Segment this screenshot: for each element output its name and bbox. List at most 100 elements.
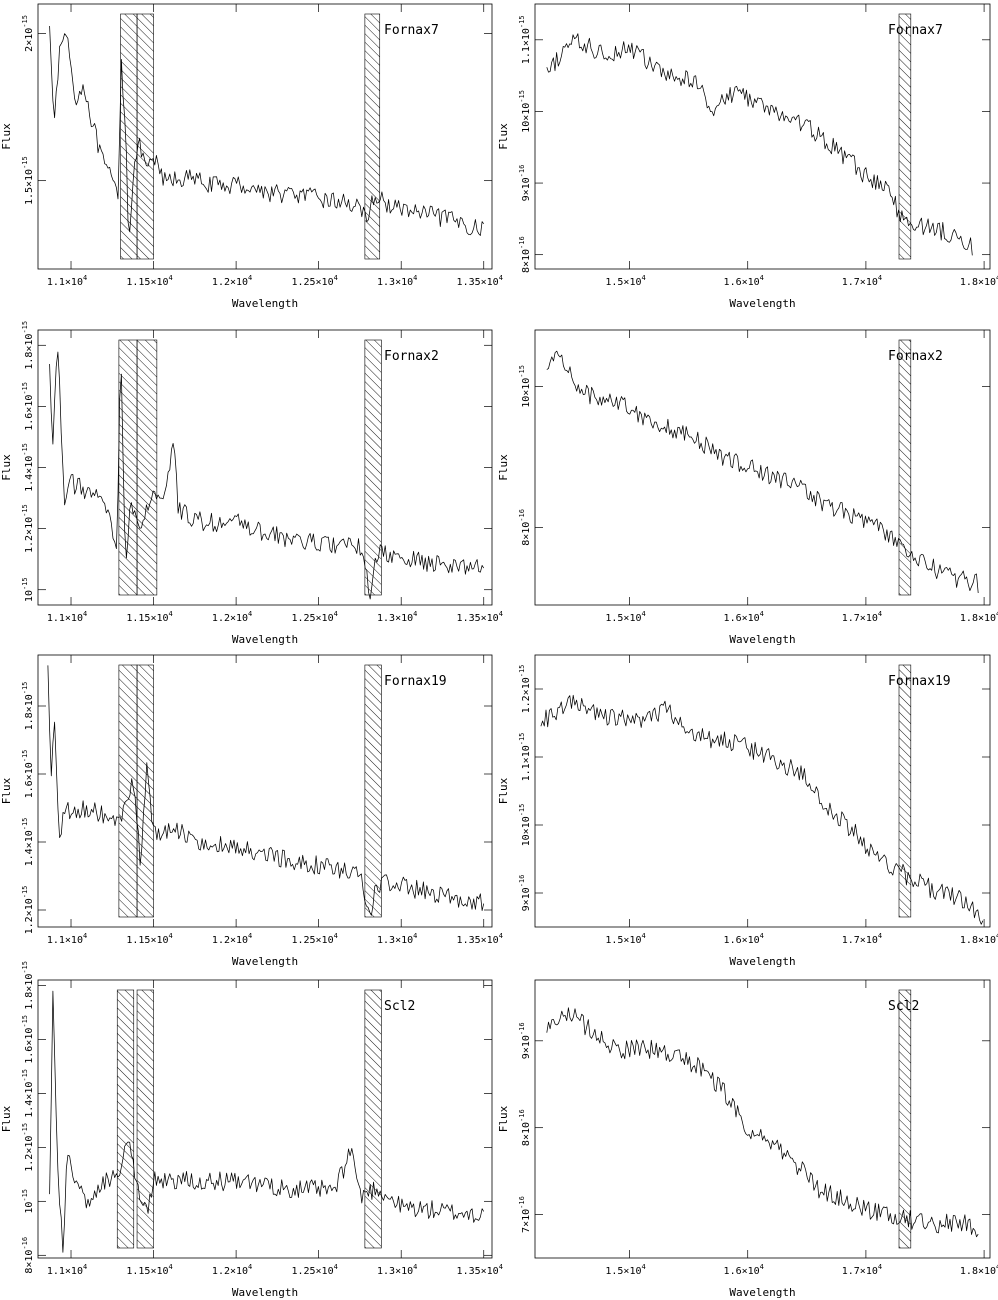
y-tick-label: 8×10-16 <box>518 236 532 273</box>
y-tick-label: 2×10-15 <box>21 15 35 52</box>
y-tick-label: 10×10-15 <box>518 90 532 133</box>
x-tick-label: 1.5×104 <box>605 610 645 624</box>
y-tick-label: 10×10-15 <box>518 804 532 847</box>
x-tick-label: 1.1×104 <box>47 610 87 624</box>
y-tick-label: 8×10-16 <box>518 509 532 546</box>
x-tick-label: 1.35×104 <box>457 610 503 624</box>
spectrum-line <box>49 990 485 1253</box>
x-tick-label: 1.1×104 <box>47 1263 87 1277</box>
x-tick-label: 1.8×104 <box>960 932 998 946</box>
x-axis-label: Wavelength <box>232 633 298 646</box>
y-tick-label: 1.8×10-15 <box>21 321 35 370</box>
x-axis-label: Wavelength <box>232 955 298 968</box>
x-tick-label: 1.6×104 <box>724 932 764 946</box>
x-tick-label: 1.35×104 <box>457 1263 503 1277</box>
panel-4: 1.1×104 1.15×104 1.2×104 1.25×104 1.3×104 1.3… <box>0 654 503 968</box>
telluric-band <box>120 13 138 260</box>
object-label: Scl2 <box>384 999 415 1014</box>
plot-frame <box>37 3 493 270</box>
object-label: Fornax19 <box>888 674 951 689</box>
x-tick-label: 1.3×104 <box>377 932 417 946</box>
telluric-band <box>118 664 138 918</box>
plot-frame <box>37 654 493 928</box>
x-tick-label: 1.5×104 <box>605 274 645 288</box>
telluric-band <box>116 989 135 1249</box>
telluric-band <box>136 13 154 260</box>
spectrum-line <box>49 25 485 236</box>
x-tick-label: 1.35×104 <box>457 274 503 288</box>
object-label: Fornax2 <box>888 349 943 364</box>
x-tick-label: 1.8×104 <box>960 274 998 288</box>
x-tick-label: 1.25×104 <box>291 274 337 288</box>
x-tick-label: 1.8×104 <box>960 1263 998 1277</box>
y-tick-label: 1.1×10-15 <box>518 15 532 64</box>
x-axis-label: Wavelength <box>729 633 795 646</box>
x-tick-label: 1.7×104 <box>842 1263 882 1277</box>
x-tick-label: 1.8×104 <box>960 610 998 624</box>
panel-1: 1.5×104 1.6×104 1.7×104 1.8×104 Wavelength 8×… <box>497 3 998 310</box>
x-tick-label: 1.25×104 <box>291 932 337 946</box>
telluric-band <box>364 989 382 1249</box>
y-tick-label: 1.4×10-15 <box>21 443 35 492</box>
x-tick-label: 1.25×104 <box>291 1263 337 1277</box>
x-axis-label: Wavelength <box>729 955 795 968</box>
panel-3: 1.5×104 1.6×104 1.7×104 1.8×104 Wavelength 8×… <box>497 329 998 646</box>
panel-2: 1.1×104 1.15×104 1.2×104 1.25×104 1.3×104 1.3… <box>0 321 503 646</box>
x-tick-label: 1.1×104 <box>47 274 87 288</box>
y-tick-label: 7×10-16 <box>518 1196 532 1233</box>
object-label: Scl2 <box>888 999 919 1014</box>
y-axis-label: Flux <box>0 1105 13 1132</box>
object-label: Fornax7 <box>384 23 439 38</box>
y-tick-label: 1.8×10-15 <box>21 961 35 1010</box>
y-axis-label: Flux <box>497 454 510 481</box>
x-axis-label: Wavelength <box>232 297 298 310</box>
telluric-band <box>364 339 382 596</box>
y-tick-label: 1.2×10-15 <box>21 504 35 553</box>
x-tick-label: 1.2×104 <box>212 610 252 624</box>
x-tick-label: 1.5×104 <box>605 1263 645 1277</box>
telluric-band <box>898 13 912 260</box>
spectrum-line <box>49 351 485 600</box>
y-tick-label: 10-15 <box>21 1189 35 1214</box>
y-tick-label: 9×10-16 <box>518 875 532 912</box>
plot-frame <box>37 329 493 606</box>
x-tick-label: 1.3×104 <box>377 274 417 288</box>
panel-0: 1.1×104 1.15×104 1.2×104 1.25×104 1.3×104 1.3… <box>0 3 503 310</box>
x-tick-label: 1.35×104 <box>457 932 503 946</box>
telluric-band <box>898 339 912 596</box>
x-tick-label: 1.6×104 <box>724 274 764 288</box>
x-tick-label: 1.7×104 <box>842 274 882 288</box>
x-tick-label: 1.7×104 <box>842 932 882 946</box>
panel-6: 1.1×104 1.15×104 1.2×104 1.25×104 1.3×104 1.3… <box>0 961 503 1299</box>
y-tick-label: 8×10-16 <box>518 1109 532 1146</box>
y-tick-label: 1.4×10-15 <box>21 1069 35 1118</box>
plot-frame <box>37 979 493 1259</box>
y-tick-label: 1.6×10-15 <box>21 750 35 799</box>
x-tick-label: 1.1×104 <box>47 932 87 946</box>
object-label: Fornax7 <box>888 23 943 38</box>
y-tick-label: 8×10-16 <box>21 1237 35 1274</box>
x-tick-label: 1.25×104 <box>291 610 337 624</box>
panel-5: 1.5×104 1.6×104 1.7×104 1.8×104 Wavelength 9×… <box>497 654 998 968</box>
telluric-band <box>898 664 912 918</box>
object-label: Fornax19 <box>384 674 447 689</box>
y-tick-label: 9×10-16 <box>518 165 532 202</box>
x-tick-label: 1.2×104 <box>212 274 252 288</box>
plot-frame <box>534 3 991 270</box>
x-tick-label: 1.15×104 <box>126 610 172 624</box>
spectrum-line <box>546 1007 979 1238</box>
plot-frame <box>534 654 991 928</box>
x-tick-label: 1.7×104 <box>842 610 882 624</box>
telluric-band <box>364 664 382 918</box>
x-tick-label: 1.3×104 <box>377 610 417 624</box>
y-axis-label: Flux <box>0 777 13 804</box>
x-tick-label: 1.6×104 <box>724 1263 764 1277</box>
y-tick-label: 1.8×10-15 <box>21 682 35 731</box>
panel-7: 1.5×104 1.6×104 1.7×104 1.8×104 Wavelength 7×… <box>497 979 998 1299</box>
y-tick-label: 10×10-15 <box>518 365 532 408</box>
y-tick-label: 1.6×10-15 <box>21 1015 35 1064</box>
y-tick-label: 1.6×10-15 <box>21 382 35 431</box>
spectrum-line <box>546 33 973 256</box>
telluric-band <box>364 13 381 260</box>
